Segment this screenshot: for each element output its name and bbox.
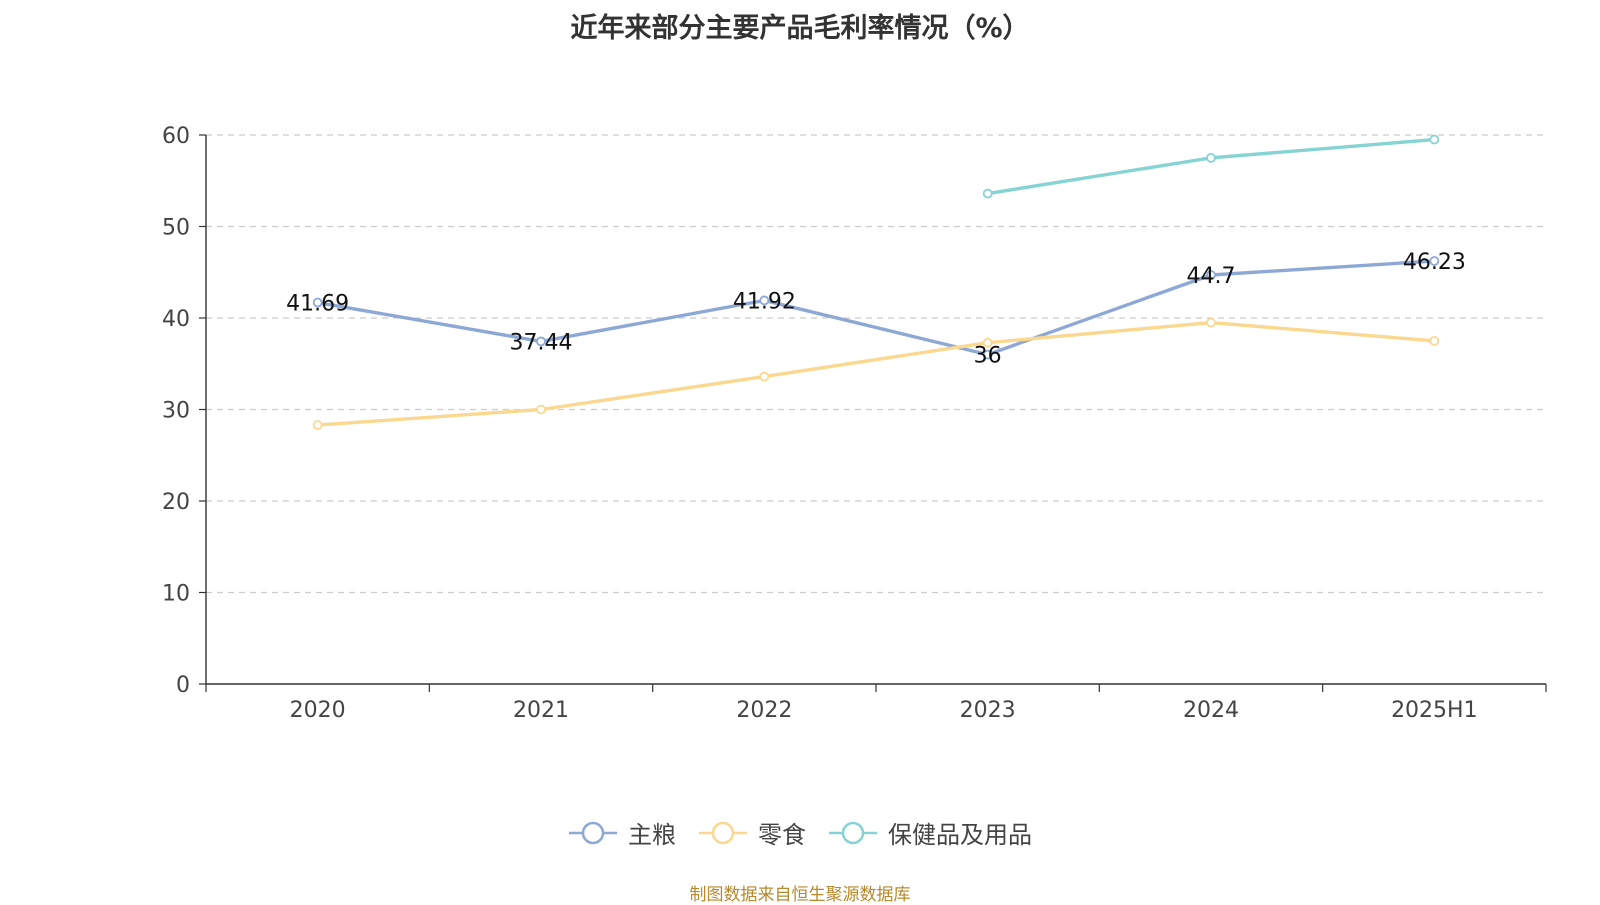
data-point [536,404,546,415]
legend-label: 零食 [758,821,806,849]
y-tick-label: 0 [176,673,190,698]
x-tick-label: 2025H1 [1391,698,1478,723]
data-point [982,188,993,199]
legend-swatch-icon [569,821,617,844]
data-point [1429,335,1440,346]
data-label: 46.23 [1403,250,1466,275]
y-tick-label: 40 [162,307,190,332]
data-point [536,336,546,347]
x-tick-label: 2023 [960,698,1016,723]
data-point [1206,270,1216,280]
series-line-0 [317,259,1435,357]
y-tick-label: 50 [162,216,190,241]
chart-title: 近年来部分主要产品毛利率情况（%） [570,13,1030,44]
legend-item[interactable]: 主粮 [568,815,676,850]
legend-item[interactable]: 保健品及用品 [828,815,1032,850]
source-note: 制图数据来自恒生聚源数据库 [689,885,911,905]
y-tick-label: 10 [162,582,190,607]
x-tick-label: 2024 [1183,698,1239,723]
data-point [1206,317,1216,328]
legend: 主粮 零食 保健品及用品 [0,815,1600,850]
data-label: 37.44 [510,330,573,355]
y-tick-label: 60 [162,124,190,149]
x-tick-label: 2020 [290,698,346,723]
legend-label: 主粮 [628,821,676,849]
data-point [312,420,323,430]
data-point [759,371,770,382]
data-label: 44.7 [1187,264,1236,289]
y-tick-label: 30 [162,399,190,424]
data-point [982,349,993,360]
data-label: 41.69 [286,292,349,317]
data-label: 41.92 [733,289,796,314]
x-tick-label: 2021 [513,698,569,723]
y-tick-label: 20 [162,490,190,515]
legend-item[interactable]: 零食 [698,815,806,850]
legend-swatch-icon [829,821,877,844]
data-point [1206,152,1216,163]
legend-swatch-icon [699,821,747,844]
data-point [1429,134,1440,145]
data-point [1429,256,1440,266]
data-label: 36 [974,344,1002,369]
data-point [759,295,770,306]
data-point [982,337,993,348]
data-point [312,297,323,308]
series-line-1 [317,320,1435,427]
x-tick-label: 2022 [736,698,792,723]
legend-label: 保健品及用品 [888,821,1032,849]
series-line-2 [987,137,1435,196]
